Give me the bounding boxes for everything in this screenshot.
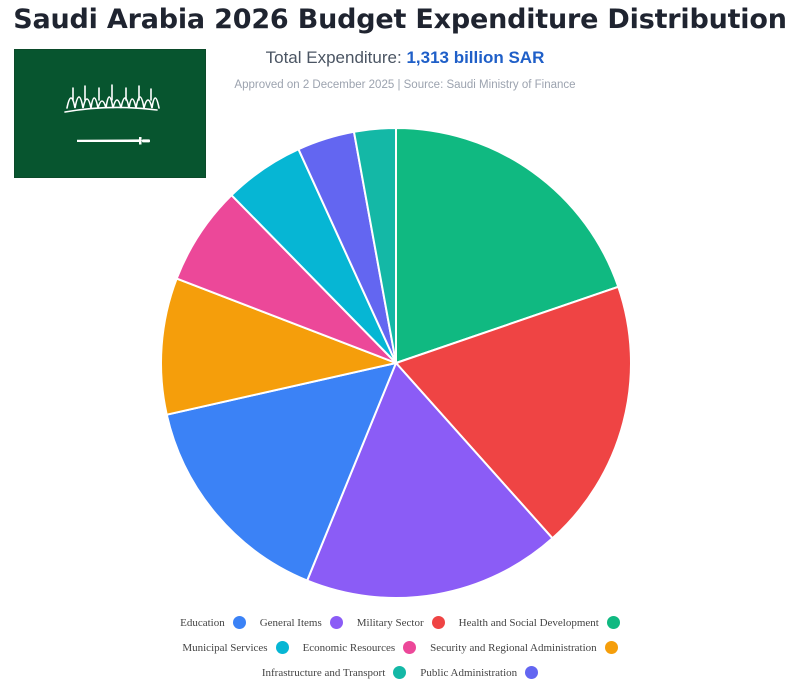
total-expenditure: Total Expenditure: 1,313 billion SAR: [210, 48, 600, 68]
total-expenditure-label: Total Expenditure:: [265, 48, 402, 67]
source-note: Approved on 2 December 2025 | Source: Sa…: [234, 79, 576, 91]
legend-swatch: [329, 616, 343, 629]
legend-label: Health and Social Development: [458, 616, 599, 629]
pie-slice-infrastructure-and-transport[interactable]: [352, 126, 397, 364]
legend-item[interactable]: Infrastructure and Transport: [261, 666, 407, 679]
legend-label: Public Administration: [420, 666, 518, 679]
legend-label: Security and Regional Administration: [430, 641, 597, 654]
legend-row: Education General Items Military Sector Hea…: [60, 610, 740, 635]
legend-item[interactable]: Military Sector: [357, 616, 445, 629]
pie-slice-military-sector[interactable]: [394, 285, 632, 540]
legend-swatch: [275, 641, 289, 654]
legend-label: Municipal Services: [182, 641, 268, 654]
legend-label: General Items: [259, 616, 322, 629]
legend-item[interactable]: Health and Social Development: [459, 616, 620, 629]
pie-slice-general-items[interactable]: [305, 361, 554, 599]
legend-label: Education: [180, 616, 225, 629]
total-expenditure-value: 1,313 billion SAR: [406, 48, 545, 67]
legend-row: Municipal Services Economic Resources Secu…: [60, 635, 740, 660]
chart-legend: Education General Items Military Sector Hea…: [60, 610, 740, 685]
pie-slice-health-and-social-development[interactable]: [395, 126, 620, 365]
legend-label: Infrastructure and Transport: [261, 666, 386, 679]
sword-shape: [77, 137, 150, 145]
legend-label: Economic Resources: [302, 641, 396, 654]
shahada-calligraphy: [64, 84, 160, 113]
legend-row: Infrastructure and Transport Public Admin…: [60, 660, 740, 685]
legend-item[interactable]: Security and Regional Administration: [430, 641, 618, 654]
legend-item[interactable]: Economic Resources: [303, 641, 417, 654]
saudi-flag-icon: [15, 50, 205, 177]
legend-swatch: [604, 641, 618, 654]
legend-item[interactable]: Education: [180, 616, 246, 629]
legend-swatch: [403, 641, 417, 654]
legend-item[interactable]: Municipal Services: [182, 641, 289, 654]
chart-title: Saudi Arabia 2026 Budget Expenditure Dis…: [13, 4, 787, 35]
legend-swatch: [525, 666, 539, 679]
legend-item[interactable]: General Items: [260, 616, 343, 629]
legend-item[interactable]: Public Administration: [420, 666, 539, 679]
legend-swatch: [431, 616, 445, 629]
pie-slice-security-and-regional-administration[interactable]: [160, 277, 400, 416]
legend-swatch: [232, 616, 246, 629]
legend-swatch: [606, 616, 620, 629]
pie-slice-education[interactable]: [165, 361, 398, 582]
legend-swatch: [393, 666, 407, 679]
legend-label: Military Sector: [356, 616, 424, 629]
